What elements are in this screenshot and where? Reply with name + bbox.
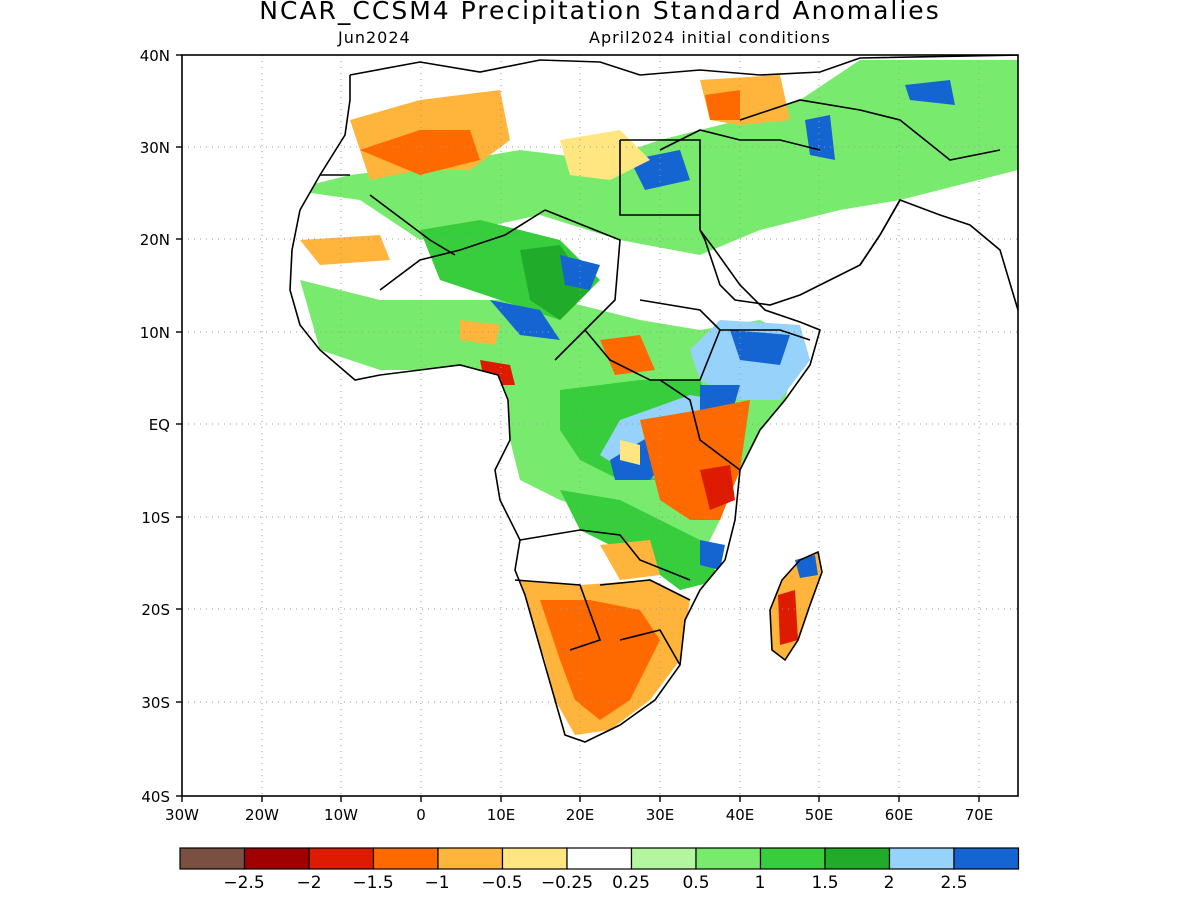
colorbar-swatch xyxy=(759,847,826,870)
lon-label: 50E xyxy=(805,806,834,824)
lat-label: 10N xyxy=(140,324,170,342)
colorbar-swatch xyxy=(243,847,310,870)
lon-label: 70E xyxy=(965,806,994,824)
initial-conditions: April2024 initial conditions xyxy=(589,28,831,47)
lon-label: 10E xyxy=(487,806,516,824)
colorbar-label: 2 xyxy=(884,873,895,893)
lon-label: 30E xyxy=(646,806,675,824)
lat-label: 40N xyxy=(140,47,170,65)
colorbar-label: −2.5 xyxy=(223,873,264,893)
colorbar-swatch xyxy=(308,847,375,870)
lon-label: 30W xyxy=(165,806,199,824)
coastlines xyxy=(289,55,1018,743)
colorbar-swatch xyxy=(953,847,1020,870)
lat-label: 20S xyxy=(141,601,170,619)
colorbar-label: 1 xyxy=(755,873,766,893)
colorbar-label: 2.5 xyxy=(940,873,967,893)
lat-label: 30N xyxy=(140,139,170,157)
colorbar xyxy=(179,847,1020,870)
lon-label: 40E xyxy=(726,806,755,824)
colorbar-label: −1.5 xyxy=(352,873,393,893)
lat-label: 10S xyxy=(141,509,170,527)
anomaly-shading xyxy=(290,55,1018,742)
colorbar-swatch xyxy=(437,847,504,870)
colorbar-label: −0.5 xyxy=(481,873,522,893)
colorbar-swatch xyxy=(372,847,439,870)
colorbar-label: −2 xyxy=(296,873,321,893)
lon-label: 60E xyxy=(885,806,914,824)
latitude-labels: 40N 30N 20N 10N EQ 10S 20S 30S 40S xyxy=(140,47,170,806)
colorbar-swatch xyxy=(501,847,568,870)
colorbar-labels: −2.5 −2 −1.5 −1 −0.5 −0.25 0.25 0.5 1 1.… xyxy=(223,873,967,893)
longitude-labels: 30W 20W 10W 0 10E 20E 30E 40E 50E 60E 70… xyxy=(165,806,993,824)
forecast-month: Jun2024 xyxy=(338,28,411,47)
colorbar-label: 1.5 xyxy=(811,873,838,893)
colorbar-swatch xyxy=(824,847,891,870)
colorbar-swatch xyxy=(888,847,955,870)
colorbar-label: −1 xyxy=(424,873,449,893)
lat-label: 40S xyxy=(141,788,170,806)
colorbar-label: 0.5 xyxy=(682,873,709,893)
lon-label: 20W xyxy=(245,806,279,824)
colorbar-label: −0.25 xyxy=(541,873,593,893)
tick-marks xyxy=(176,54,980,802)
plot-frame xyxy=(181,54,1019,797)
lat-label: EQ xyxy=(149,416,170,434)
lat-label: 30S xyxy=(141,694,170,712)
graticule xyxy=(182,55,1018,796)
colorbar-swatch xyxy=(695,847,762,870)
colorbar-swatch xyxy=(630,847,697,870)
lon-label: 0 xyxy=(416,806,426,824)
colorbar-swatch xyxy=(566,847,633,870)
lat-label: 20N xyxy=(140,231,170,249)
colorbar-swatch xyxy=(179,847,246,870)
lon-label: 20E xyxy=(566,806,595,824)
colorbar-label: 0.25 xyxy=(612,873,650,893)
map-title: NCAR_CCSM4 Precipitation Standard Anomal… xyxy=(259,0,941,25)
lon-label: 10W xyxy=(324,806,358,824)
